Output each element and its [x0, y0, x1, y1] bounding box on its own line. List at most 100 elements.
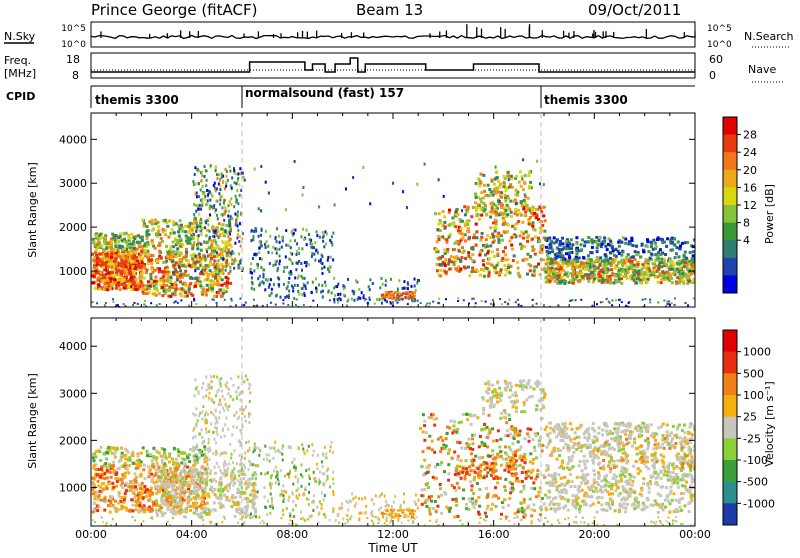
- echo-cell: [512, 259, 515, 262]
- echo-cell: [204, 414, 206, 417]
- echo-cell: [210, 257, 213, 260]
- echo-cell: [586, 259, 589, 262]
- echo-cell: [636, 253, 639, 256]
- echo-cell: [566, 265, 569, 268]
- echo-cell: [251, 489, 254, 492]
- echo-cell: [601, 268, 604, 271]
- echo-cell: [148, 498, 151, 501]
- echo-cell: [198, 213, 200, 216]
- echo-cell: [221, 213, 223, 216]
- echo-cell: [629, 263, 632, 266]
- echo-cell: [135, 476, 138, 479]
- echo-cell: [613, 254, 616, 257]
- echo-cell: [159, 479, 162, 482]
- echo-cell: [203, 191, 205, 194]
- echo-cell: [185, 248, 188, 251]
- echo-cell: [260, 165, 262, 168]
- echo-cell: [193, 511, 196, 514]
- echo-cell: [397, 288, 399, 291]
- echo-cell: [278, 283, 280, 286]
- echo-cell: [194, 166, 196, 169]
- echo-cell: [193, 496, 196, 499]
- echo-cell: [633, 276, 636, 279]
- echo-cell: [132, 490, 135, 493]
- echo-cell: [276, 252, 278, 255]
- echo-cell: [669, 258, 672, 261]
- echo-cell: [259, 240, 261, 243]
- echo-cell: [204, 226, 206, 229]
- echo-cell: [179, 243, 182, 246]
- echo-cell: [202, 185, 204, 188]
- echo-cell: [606, 248, 609, 251]
- echo-cell: [583, 262, 586, 265]
- echo-cell: [220, 295, 223, 298]
- echo-cell: [682, 259, 685, 262]
- echo-cell: [145, 253, 148, 256]
- echo-cell: [614, 267, 617, 270]
- echo-cell: [226, 170, 228, 173]
- echo-cell: [141, 492, 144, 495]
- echo-cell: [679, 245, 682, 248]
- echo-cell: [179, 487, 182, 490]
- echo-cell: [523, 258, 526, 261]
- echo-cell: [216, 302, 218, 304]
- echo-cell: [302, 194, 304, 197]
- echo-cell: [336, 285, 338, 288]
- y-tick-label: 4000: [59, 133, 87, 146]
- echo-cell: [155, 469, 158, 472]
- echo-cell: [156, 514, 159, 517]
- echo-cell: [509, 183, 512, 186]
- echo-cell: [234, 515, 237, 518]
- echo-cell: [282, 239, 284, 242]
- echo-cell: [118, 283, 121, 286]
- echo-cell: [237, 233, 239, 236]
- echo-cell: [225, 384, 227, 387]
- echo-cell: [503, 175, 506, 178]
- echo-cell: [330, 256, 332, 259]
- echo-cell: [168, 452, 171, 455]
- echo-cell: [145, 231, 148, 234]
- echo-cell: [211, 287, 214, 290]
- echo-cell: [97, 238, 100, 241]
- echo-cell: [209, 510, 212, 513]
- echo-cell: [687, 304, 689, 306]
- echo-cell: [159, 303, 161, 305]
- echo-cell: [236, 189, 238, 192]
- echo-cell: [246, 504, 249, 507]
- echo-cell: [102, 482, 105, 485]
- echo-cell: [161, 279, 164, 282]
- echo-cell: [188, 453, 191, 456]
- echo-cell: [576, 260, 579, 263]
- echo-cell: [239, 441, 241, 444]
- echo-cell: [249, 447, 251, 450]
- echo-cell: [96, 491, 99, 494]
- echo-cell: [184, 282, 187, 285]
- echo-cell: [668, 268, 671, 271]
- echo-cell: [216, 177, 218, 180]
- echo-cell: [184, 463, 187, 466]
- echo-cell: [206, 388, 208, 391]
- echo-cell: [111, 268, 114, 271]
- echo-cell: [674, 256, 677, 259]
- echo-cell: [197, 168, 199, 171]
- echo-cell: [140, 452, 143, 455]
- echo-cell: [92, 259, 95, 262]
- echo-cell: [161, 240, 164, 243]
- echo-cell: [624, 242, 627, 245]
- echo-cell: [211, 380, 213, 383]
- echo-cell: [448, 209, 451, 212]
- echo-cell: [520, 185, 523, 188]
- echo-cell: [203, 466, 205, 469]
- echo-cell: [216, 430, 218, 433]
- echo-cell: [136, 241, 139, 244]
- echo-cell: [238, 240, 240, 243]
- echo-cell: [239, 235, 241, 238]
- echo-cell: [239, 194, 241, 197]
- echo-cell: [195, 277, 198, 280]
- echo-cell: [210, 411, 212, 414]
- echo-cell: [347, 278, 349, 281]
- echo-cell: [439, 219, 442, 222]
- echo-cell: [229, 170, 231, 173]
- echo-cell: [650, 274, 653, 277]
- echo-cell: [154, 222, 157, 225]
